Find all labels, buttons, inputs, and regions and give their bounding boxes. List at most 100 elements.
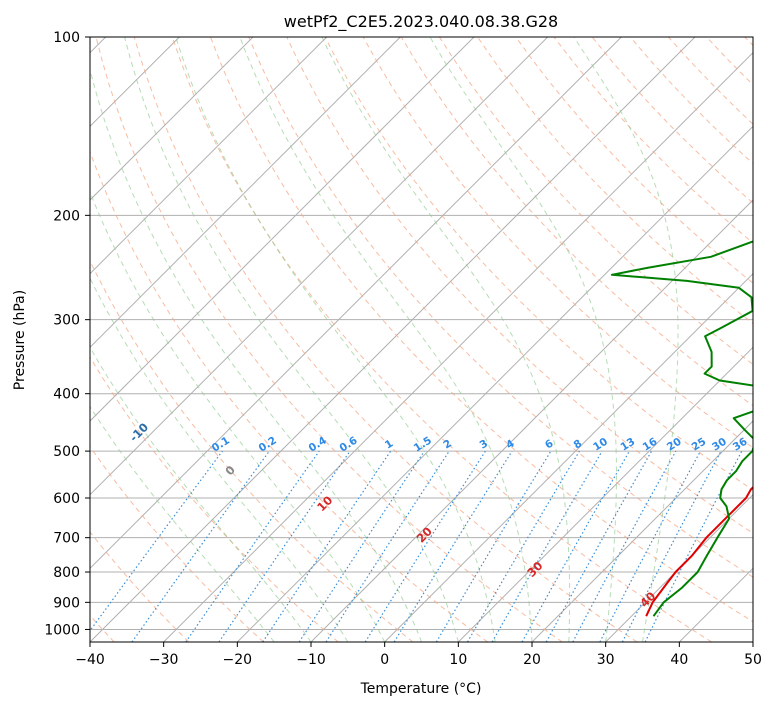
y-tick-label: 500 [53,444,80,460]
mixing-ratio-label: 6 [543,438,556,452]
x-tick-label: 20 [523,652,541,668]
isotherm-line [605,493,753,642]
mixing-ratio-line [364,450,486,642]
dry-adiabat-line [210,37,753,623]
isotherm-line [90,37,254,201]
moist-adiabat-line [90,190,386,642]
x-tick-label: −20 [223,652,253,668]
chart-title: wetPf2_C2E5.2023.040.08.38.G28 [284,12,558,32]
moist-adiabat-line [90,277,349,642]
dry-adiabat-line [706,37,753,86]
y-tick-label: 300 [53,313,80,329]
moist-adiabats [90,37,679,642]
y-tick-label: 800 [53,565,80,581]
dry-adiabat-label: 20 [414,524,435,545]
y-tick-label: 100 [53,30,80,46]
x-tick-label: −10 [296,652,326,668]
dry-adiabat-line [591,37,753,204]
dry-adiabat-line [515,37,753,284]
mixing-ratio-line [435,450,552,642]
dry-adiabat-line [553,37,753,244]
mixing-ratio-line [393,450,513,642]
plot-area: -100-90-80-70-60-50-40-30-20-10010203040… [90,37,753,642]
isotherm-line [90,37,549,496]
x-tick-label: −30 [149,652,179,668]
x-axis-ticks: −40 −30 −20 −10 0 10 20 30 40 50 [75,642,762,668]
isotherm-line [90,37,622,570]
isotherm-line [678,567,753,642]
isotherm-line [90,37,401,349]
y-tick-label: 700 [53,531,80,547]
mixing-ratio-line [262,450,392,642]
moist-adiabat-line [573,37,679,642]
moist-adiabat-line [175,37,496,642]
mixing-ratio-line [90,450,223,632]
dry-adiabat-line [90,356,339,642]
isotherm-line [163,51,753,642]
dry-adiabat-line [286,37,753,534]
x-tick-label: 30 [597,652,615,668]
y-tick-label: 600 [53,491,80,507]
mixing-ratio-line [298,450,425,642]
dry-adiabats [90,37,753,642]
moist-adiabat-line [429,37,617,642]
mixing-ratio-line [131,450,270,642]
y-axis-ticks: 100 200 300 400 500 600 700 800 900 1000 [44,30,90,638]
x-axis-label: Temperature (°C) [360,681,482,697]
isotherm-line [90,37,328,275]
mixing-ratio-lines [90,450,743,642]
mixing-ratio-line [545,450,653,642]
x-tick-label: −40 [75,652,105,668]
y-tick-label: 1000 [44,622,80,638]
moist-adiabat-line [90,346,312,642]
dry-adiabat-line [95,37,563,642]
dry-adiabat-line [248,37,753,578]
dry-adiabat-line [90,259,414,642]
isotherm-line [457,346,753,642]
moist-adiabat-line [90,67,422,642]
moist-adiabat-line [90,405,275,642]
isobar-grid [90,37,753,630]
dry-adiabat-line [744,37,753,47]
isotherm-grid [90,37,753,642]
y-axis-label: Pressure (hPa) [12,290,28,390]
dry-adiabat-line [438,37,753,366]
dry-adiabat-line [171,37,712,642]
x-tick-label: 10 [449,652,467,668]
dry-adiabat-label: 10 [314,493,335,514]
mixing-ratio-line [521,450,631,642]
temperature-line [645,485,753,617]
mixing-ratio-line [572,450,677,642]
isotherm-line [752,641,753,642]
x-tick-label: 40 [670,652,688,668]
moist-adiabat-line [321,37,571,642]
dry-adiabat-line [90,531,190,642]
mixing-ratio-line [599,450,702,642]
y-tick-label: 400 [53,387,80,403]
isotherm-line [90,37,696,642]
isotherm-line [90,37,475,422]
profile-series [610,240,753,617]
isotherm-line [531,420,753,642]
mixing-ratio-line [644,450,743,642]
y-tick-label: 900 [53,595,80,611]
mixing-ratio-label: 3 [478,438,491,452]
mixing-ratio-line [218,450,351,642]
mixing-ratio-line [466,450,580,642]
dry-adiabat-line [668,37,753,125]
plot-frame [89,36,754,643]
dry-adiabat-label: -10 [127,420,152,445]
moist-adiabat-line [124,37,459,642]
isotherm-line [384,272,753,642]
mixing-ratio-label: 2 [441,438,454,452]
dry-adiabat-line [133,37,638,642]
mixing-ratio-line [185,450,320,642]
dry-adiabat-line [90,445,264,642]
dry-adiabat-line [400,37,753,407]
mixing-ratio-line [325,450,450,642]
moist-adiabat-line [239,37,533,642]
isotherm-line [236,125,753,642]
x-tick-label: 50 [744,652,762,668]
